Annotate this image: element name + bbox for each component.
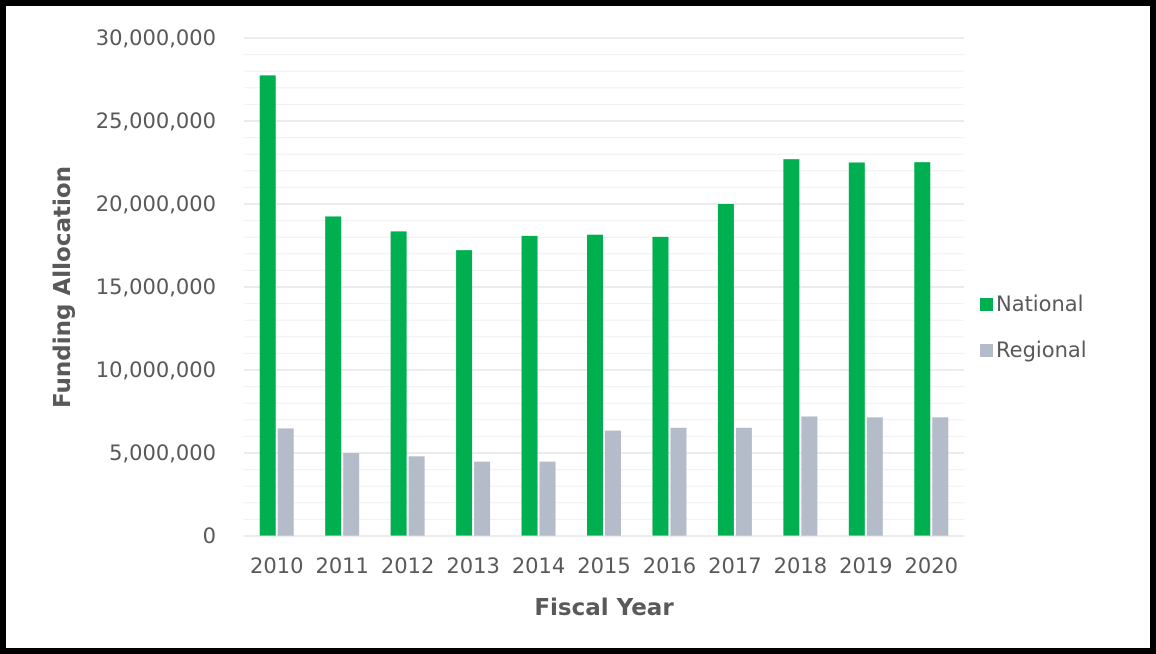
- x-tick-label: 2014: [512, 554, 565, 578]
- y-tick-label: 5,000,000: [109, 441, 216, 465]
- bar-regional-2015: [605, 430, 621, 536]
- bar-regional-2013: [474, 461, 491, 536]
- x-axis-ticks: 2010 2011 2012 2013 2014 2015 2016 2017 2018 2019…: [250, 554, 958, 578]
- y-tick-label: 10,000,000: [96, 358, 216, 382]
- bars: [259, 75, 949, 537]
- bar-regional-2010: [277, 428, 294, 536]
- bar-regional-2020: [932, 417, 949, 536]
- bar-regional-2011: [343, 453, 360, 536]
- bar-regional-2014: [539, 461, 556, 536]
- bar-regional-2012: [408, 456, 425, 536]
- x-tick-label: 2015: [577, 554, 630, 578]
- x-tick-label: 2020: [905, 554, 958, 578]
- x-tick-label: 2019: [839, 554, 892, 578]
- legend-swatch-national: [980, 298, 993, 311]
- legend-swatch-regional: [980, 344, 993, 357]
- legend: National Regional: [980, 292, 1087, 362]
- bar-national-2015: [587, 234, 603, 536]
- y-axis-title: Funding Allocation: [50, 166, 76, 408]
- grid-lines: [244, 37, 964, 520]
- y-tick-label: 30,000,000: [96, 26, 216, 50]
- bar-national-2016: [652, 236, 669, 537]
- bar-national-2011: [325, 216, 342, 536]
- y-tick-label: 15,000,000: [96, 275, 216, 299]
- y-tick-label: 20,000,000: [96, 192, 216, 216]
- x-axis-title: Fiscal Year: [534, 595, 674, 621]
- x-tick-label: 2018: [774, 554, 827, 578]
- bar-national-2017: [717, 204, 734, 536]
- bar-regional-2018: [801, 416, 818, 536]
- x-tick-label: 2017: [708, 554, 761, 578]
- bar-national-2019: [848, 162, 865, 536]
- x-tick-label: 2013: [446, 554, 499, 578]
- bar-national-2012: [390, 231, 407, 536]
- bar-regional-2019: [866, 417, 883, 536]
- x-tick-label: 2010: [250, 554, 303, 578]
- bar-national-2018: [783, 159, 800, 536]
- x-tick-label: 2016: [643, 554, 696, 578]
- bar-national-2014: [521, 235, 538, 536]
- y-tick-label: 0: [203, 524, 216, 548]
- x-tick-label: 2011: [315, 554, 368, 578]
- y-axis-ticks: 0 5,000,000 10,000,000 15,000,000 20,000,000…: [96, 26, 216, 548]
- x-tick-label: 2012: [381, 554, 434, 578]
- legend-label-national: National: [996, 292, 1084, 316]
- legend-label-regional: Regional: [996, 338, 1087, 362]
- y-tick-label: 25,000,000: [96, 109, 216, 133]
- bar-national-2013: [456, 250, 473, 536]
- bar-national-2010: [259, 75, 276, 536]
- bar-national-2020: [914, 162, 931, 536]
- bar-regional-2016: [670, 427, 687, 536]
- bar-regional-2017: [735, 427, 752, 536]
